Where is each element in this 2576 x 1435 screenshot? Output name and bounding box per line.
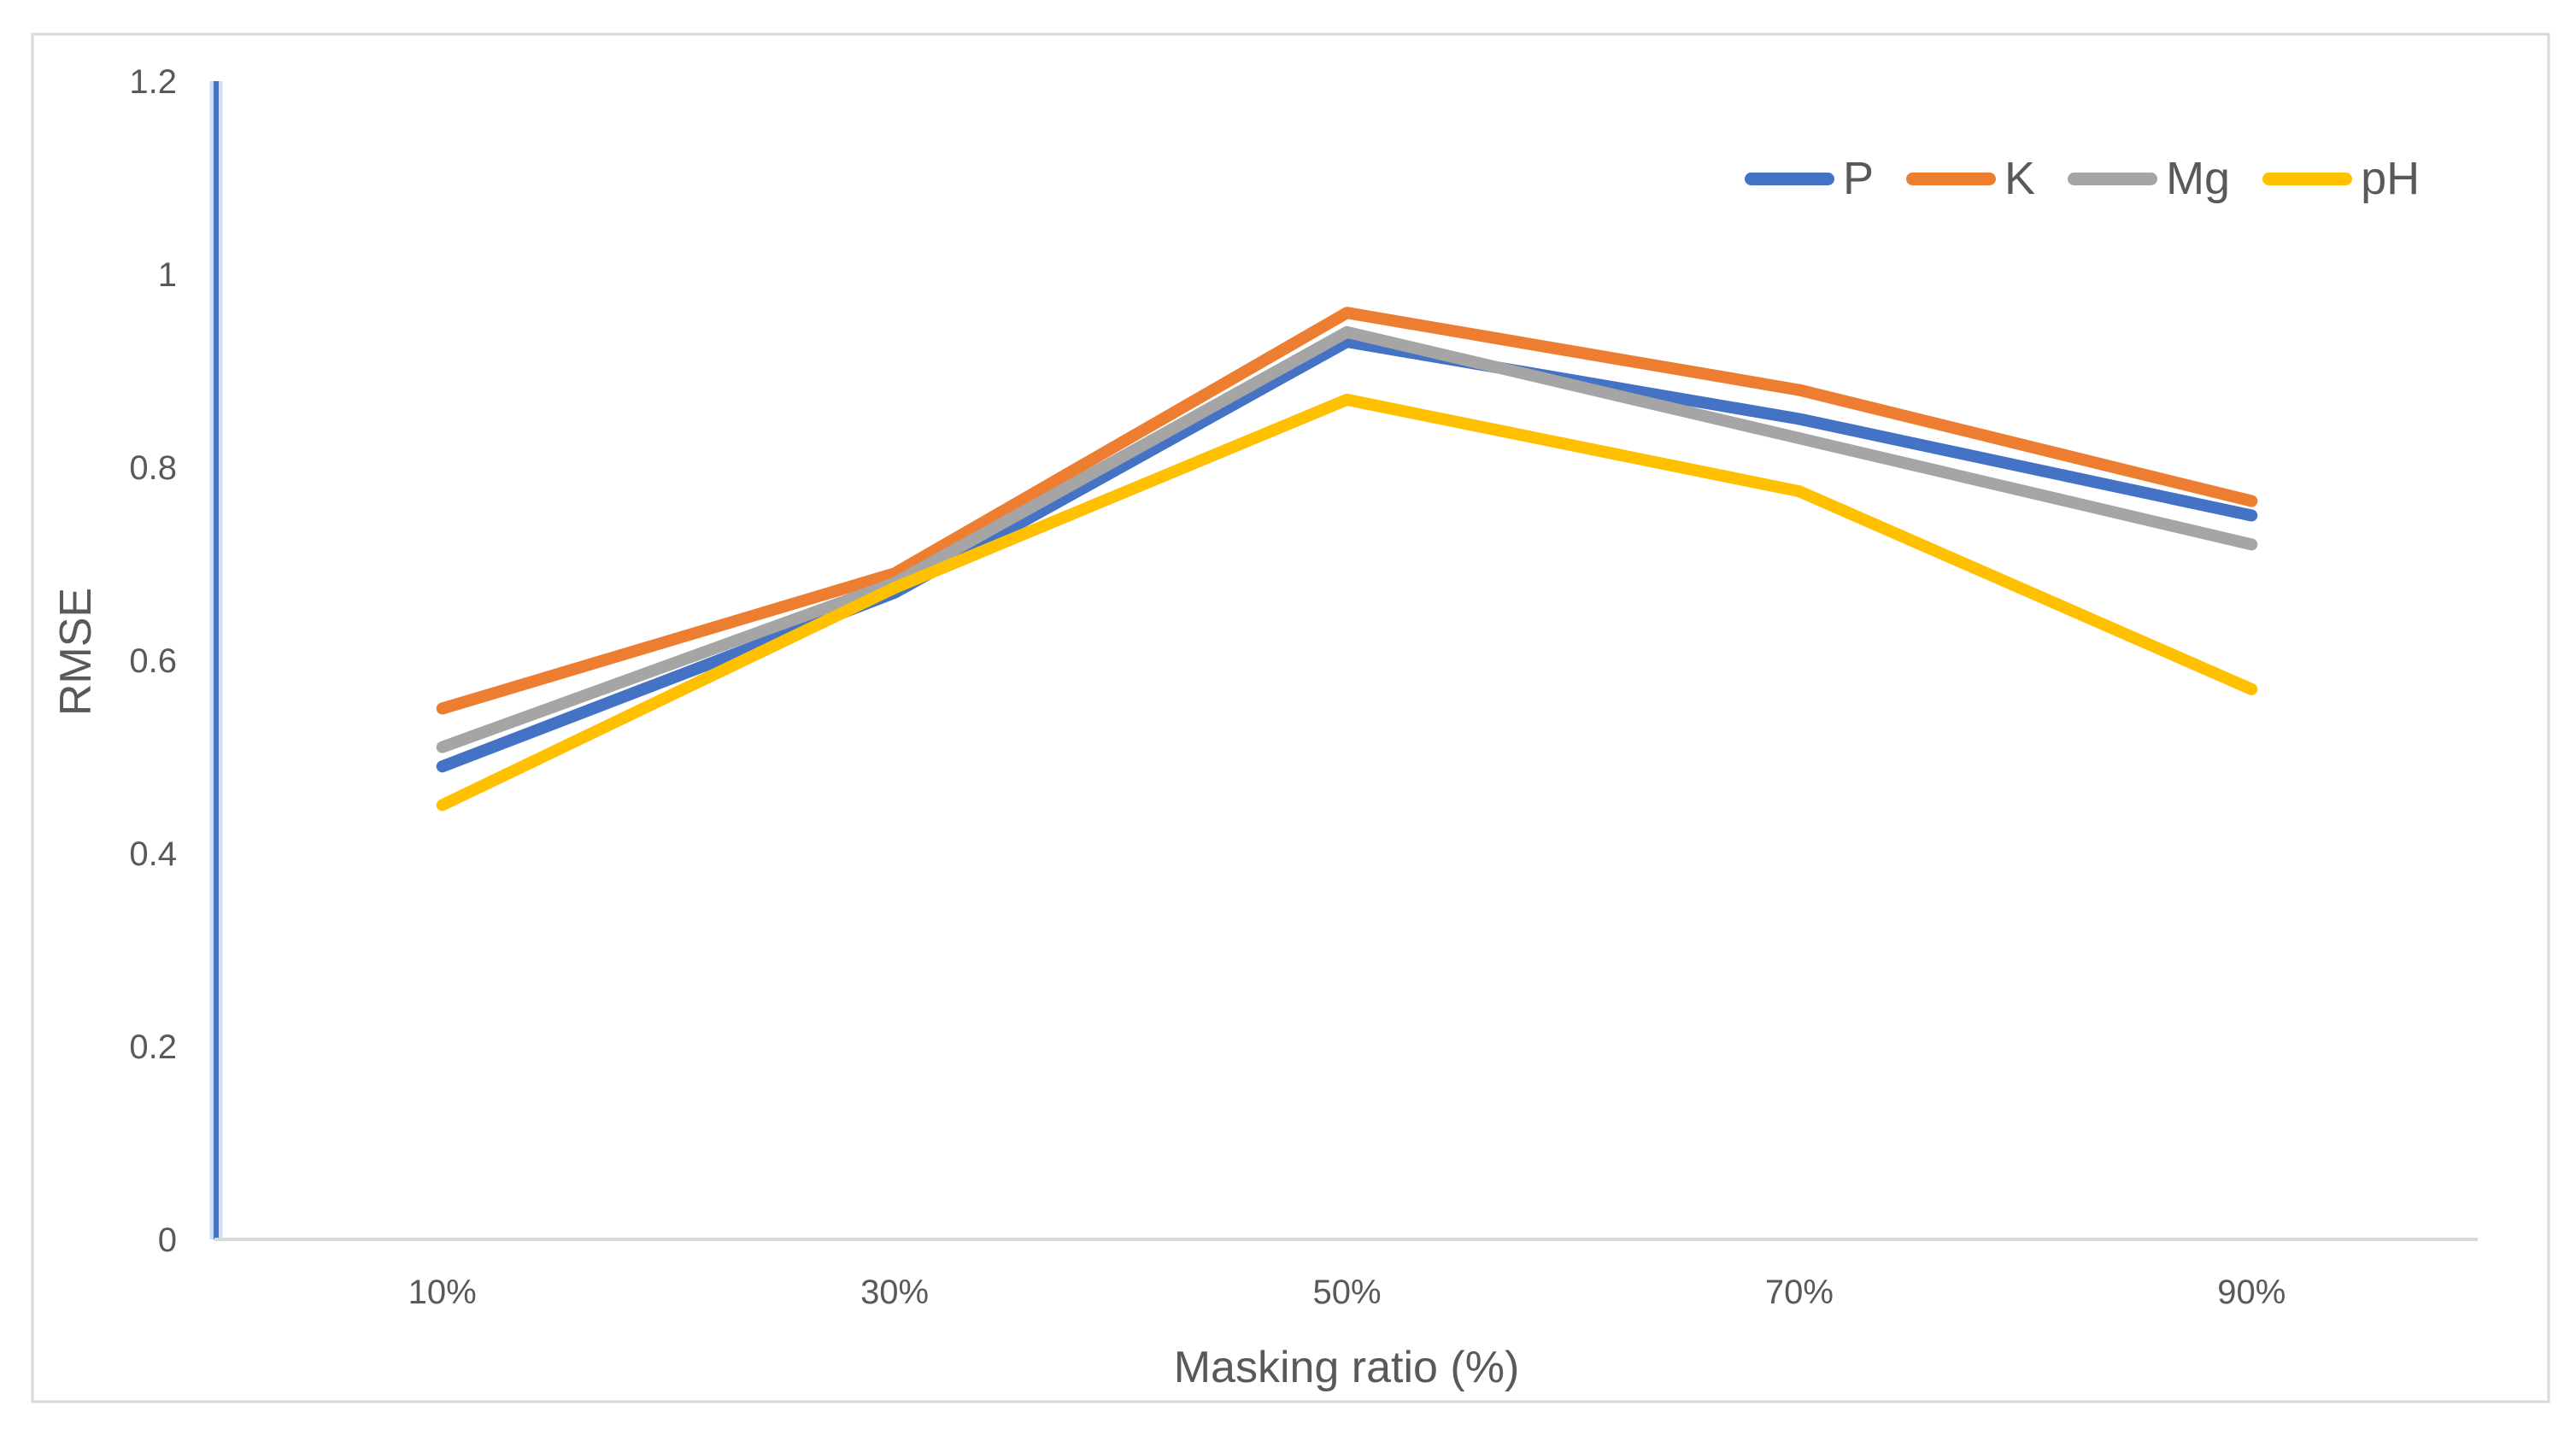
y-tick-label: 0.6	[129, 642, 177, 680]
legend-label-Mg: Mg	[2166, 153, 2231, 204]
series-line-P	[436, 336, 2258, 773]
x-tick-label: 70%	[1765, 1274, 1834, 1311]
legend-item-pH: pH	[2262, 155, 2420, 202]
y-axis-title: RMSE	[51, 588, 101, 716]
x-tick-label: 50%	[1312, 1274, 1381, 1311]
y-tick-label: 1	[158, 256, 177, 294]
y-axis-tick-labels: 1.2 1 0.8 0.6 0.4 0.2 0	[129, 63, 177, 1259]
x-tick-label: 90%	[2217, 1274, 2286, 1311]
legend-dash-icon	[1745, 172, 1834, 185]
figure-border	[31, 32, 2550, 1403]
y-tick-label: 0.4	[129, 835, 177, 873]
legend-label-P: P	[1843, 153, 1875, 204]
legend-label-pH: pH	[2361, 153, 2421, 204]
y-tick-label: 0	[158, 1221, 177, 1259]
legend-item-K: K	[1906, 155, 2035, 202]
y-tick-label: 0.8	[129, 449, 177, 487]
series-line-K	[436, 307, 2258, 715]
legend-item-Mg: Mg	[2068, 155, 2230, 202]
x-axis-tick-labels: 10% 30% 50% 70% 90%	[408, 1274, 2286, 1311]
series-lines	[436, 307, 2258, 811]
legend: P K Mg pH	[1745, 154, 2420, 203]
y-tick-label: 1.2	[129, 63, 177, 101]
x-tick-label: 10%	[408, 1274, 477, 1311]
series-line-Mg	[436, 325, 2258, 753]
legend-dash-icon	[1906, 172, 1997, 185]
legend-dash-icon	[2068, 172, 2158, 185]
y-tick-label: 0.2	[129, 1028, 177, 1066]
legend-item-P: P	[1745, 155, 1874, 202]
legend-label-K: K	[2004, 153, 2036, 204]
legend-dash-icon	[2262, 172, 2353, 185]
series-line-pH	[436, 393, 2258, 811]
x-axis-title: Masking ratio (%)	[1174, 1343, 1520, 1392]
x-tick-label: 30%	[860, 1274, 929, 1311]
